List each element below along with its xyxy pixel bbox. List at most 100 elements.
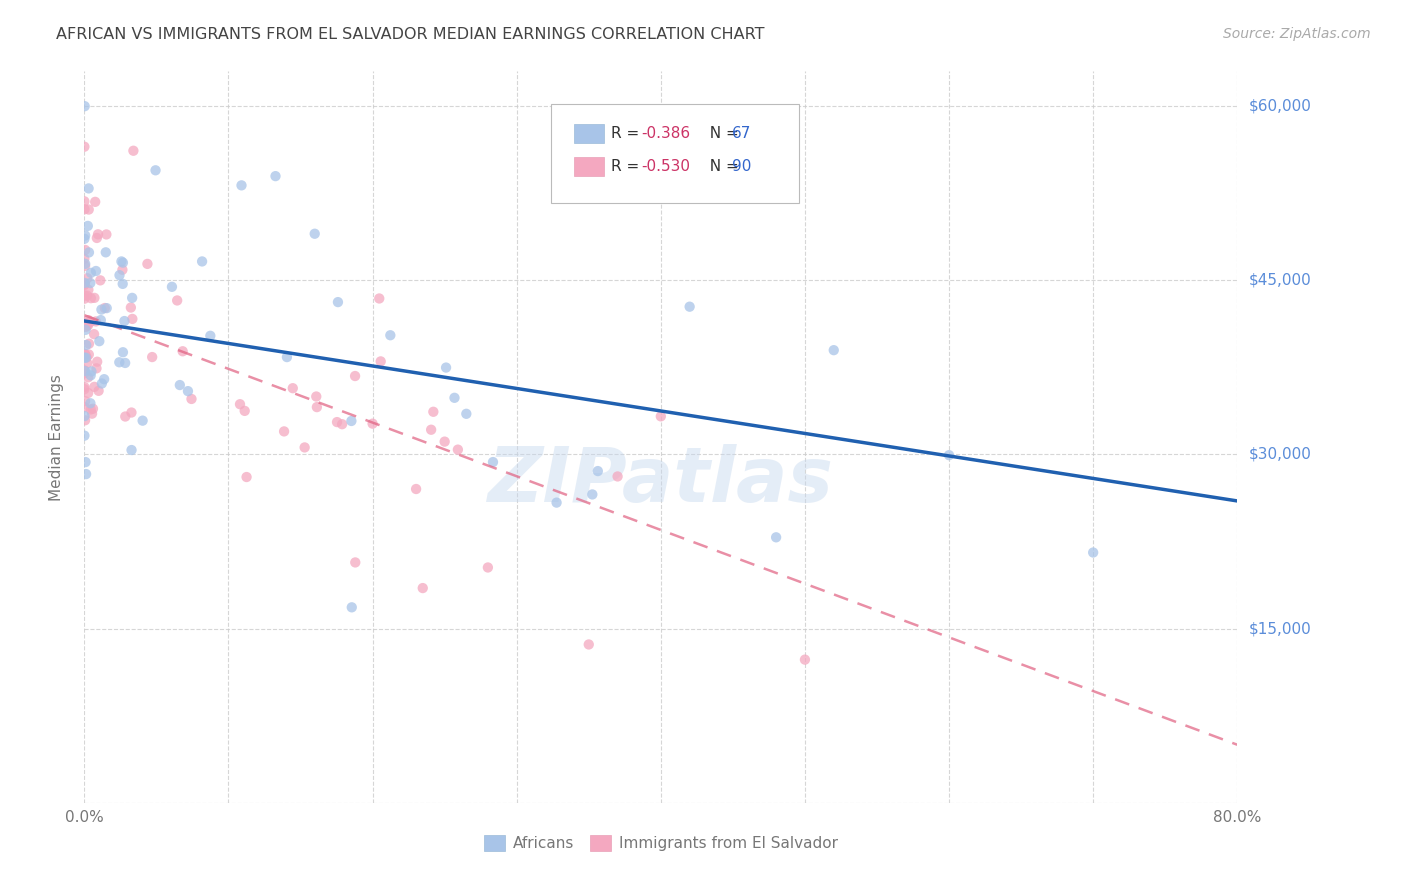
Point — [73, 288, 96, 302]
Point — [110, 254, 132, 268]
Point — [86, 361, 108, 376]
Point — [794, 652, 817, 666]
Point — [145, 163, 167, 178]
Point — [76, 219, 98, 233]
Point — [79, 315, 101, 329]
Point — [77, 336, 100, 351]
Point — [75, 257, 97, 271]
Point — [77, 202, 100, 217]
Point — [578, 637, 600, 651]
Point — [477, 560, 499, 574]
Point — [1083, 545, 1105, 559]
Point — [73, 364, 96, 378]
Point — [938, 448, 960, 462]
Point — [77, 181, 100, 195]
Point — [122, 144, 145, 158]
Point — [75, 243, 97, 257]
Point — [76, 271, 98, 285]
Point — [89, 273, 111, 287]
Point — [96, 227, 118, 242]
Text: $60,000: $60,000 — [1249, 99, 1312, 113]
Point — [87, 227, 110, 242]
Point — [75, 259, 97, 273]
Point — [166, 293, 188, 308]
Point — [131, 414, 153, 428]
Point — [83, 327, 105, 342]
Point — [94, 245, 117, 260]
Point — [304, 227, 326, 241]
Point — [344, 369, 367, 384]
Point — [160, 280, 183, 294]
Point — [73, 346, 96, 360]
Point — [108, 268, 131, 282]
Point — [73, 194, 96, 209]
Text: AFRICAN VS IMMIGRANTS FROM EL SALVADOR MEDIAN EARNINGS CORRELATION CHART: AFRICAN VS IMMIGRANTS FROM EL SALVADOR M… — [56, 27, 765, 42]
Point — [765, 530, 787, 544]
Point — [73, 351, 96, 365]
Point — [191, 254, 214, 268]
Point — [90, 313, 112, 327]
Point — [141, 350, 163, 364]
Point — [136, 257, 159, 271]
Point — [443, 391, 465, 405]
Point — [73, 409, 96, 424]
Point — [73, 139, 96, 153]
Point — [80, 368, 103, 383]
Point — [84, 194, 107, 209]
Point — [233, 404, 256, 418]
Point — [120, 301, 142, 315]
Point — [281, 381, 304, 395]
Point — [264, 169, 287, 183]
Point — [75, 351, 97, 365]
Point — [79, 276, 101, 290]
Point — [482, 455, 505, 469]
Text: $15,000: $15,000 — [1249, 621, 1312, 636]
Text: 90: 90 — [733, 159, 752, 174]
Point — [111, 345, 134, 359]
Point — [77, 370, 100, 384]
Point — [73, 252, 96, 266]
Point — [456, 407, 478, 421]
Text: R =: R = — [612, 159, 644, 174]
Point — [169, 378, 191, 392]
FancyBboxPatch shape — [575, 124, 605, 143]
Text: $45,000: $45,000 — [1249, 273, 1312, 288]
Point — [96, 301, 118, 315]
FancyBboxPatch shape — [575, 157, 605, 176]
Point — [83, 380, 105, 394]
Point — [73, 232, 96, 246]
Point — [581, 487, 603, 501]
Point — [90, 302, 112, 317]
Point — [235, 470, 257, 484]
Point — [344, 556, 367, 570]
Point — [73, 366, 96, 380]
Point — [606, 469, 628, 483]
Point — [94, 301, 117, 315]
Point — [77, 245, 100, 260]
Point — [76, 318, 98, 333]
Point — [75, 338, 97, 352]
Point — [79, 396, 101, 410]
Text: -0.530: -0.530 — [641, 159, 690, 174]
Point — [276, 350, 298, 364]
Point — [172, 344, 194, 359]
Point — [75, 455, 97, 469]
Point — [84, 314, 107, 328]
Point — [89, 334, 111, 348]
Point — [73, 278, 96, 293]
Point — [121, 291, 143, 305]
Point — [650, 409, 672, 424]
Point — [73, 292, 96, 306]
Point — [412, 581, 434, 595]
Text: N =: N = — [700, 126, 744, 141]
Point — [75, 413, 97, 427]
Point — [405, 482, 427, 496]
Point — [73, 276, 96, 290]
Point — [370, 354, 392, 368]
Text: $30,000: $30,000 — [1249, 447, 1312, 462]
Point — [305, 390, 328, 404]
Point — [679, 300, 702, 314]
Point — [586, 464, 609, 478]
Point — [111, 277, 134, 291]
Point — [340, 600, 363, 615]
